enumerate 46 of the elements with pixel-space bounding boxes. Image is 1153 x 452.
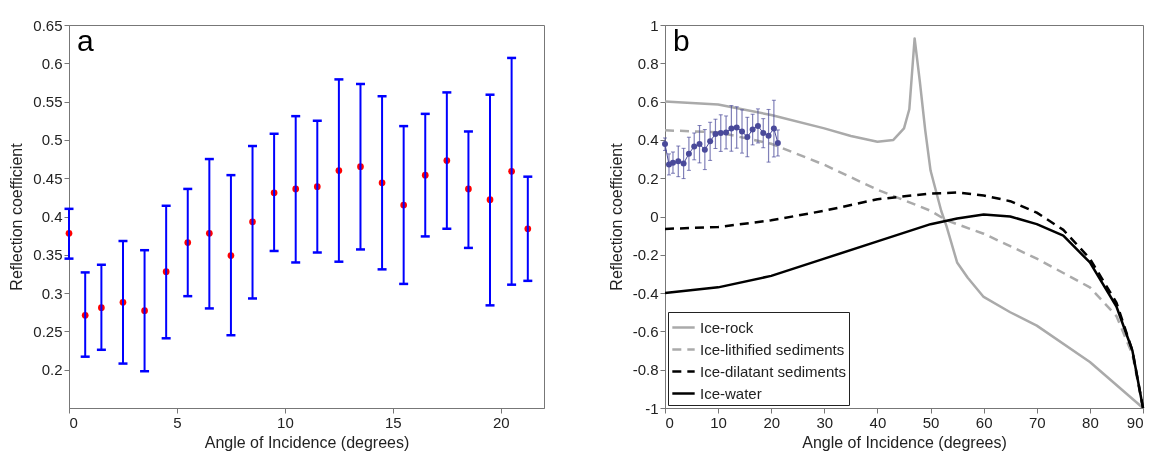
x-tick-label: 80 (1082, 413, 1099, 431)
y-tick-label: 0.6 (41, 54, 63, 72)
y-axis-title: Reflection coefficient (8, 142, 26, 291)
x-tick-label: 30 (816, 413, 834, 431)
x-tick-label: 0 (69, 413, 78, 431)
y-tick-label: 1 (650, 16, 659, 34)
x-tick-label: 15 (385, 413, 402, 431)
y-axis-title: Reflection coefficient (607, 142, 625, 291)
y-tick-label: -0.4 (632, 284, 659, 302)
y-tick-label: 0 (650, 208, 659, 225)
y-tick-label: 0.65 (33, 16, 63, 34)
y-tick-label: -0.6 (632, 322, 659, 340)
x-axis-title: Angle of Incidence (degrees) (802, 433, 1007, 451)
x-axis-title: Angle of Incidence (degrees) (204, 433, 410, 451)
x-tick-label: 90 (1126, 413, 1144, 431)
legend-label: Ice-lithified sediments (700, 340, 845, 358)
x-tick-label: 40 (869, 413, 887, 431)
y-tick-label: 0.35 (33, 246, 63, 264)
x-tick-label: 0 (665, 413, 674, 431)
y-tick-label: 0.3 (41, 284, 63, 302)
legend-label: Ice-dilatant sediments (700, 362, 846, 380)
x-tick-label: 70 (1028, 413, 1046, 431)
x-tick-label: 20 (492, 413, 510, 431)
x-tick-label: 10 (277, 413, 294, 431)
y-tick-label: -0.8 (632, 361, 659, 379)
y-tick-label: 0.4 (41, 208, 63, 225)
x-tick-label: 10 (710, 413, 727, 431)
x-tick-label: 20 (763, 413, 781, 431)
annotation: a (77, 24, 94, 57)
y-tick-label: -0.2 (632, 246, 659, 264)
annotation: b (673, 24, 690, 57)
y-tick-label: 0.5 (41, 131, 63, 149)
x-tick-label: 60 (975, 413, 993, 431)
y-tick-label: -1 (645, 399, 659, 417)
y-tick-label: 0.6 (637, 93, 659, 111)
y-tick-label: 0.2 (637, 169, 659, 187)
y-tick-label: 0.45 (33, 169, 63, 187)
legend-label: Ice-rock (700, 318, 754, 336)
y-tick-label: 0.8 (637, 54, 659, 72)
x-tick-label: 5 (173, 413, 182, 431)
legend-label: Ice-water (700, 384, 762, 402)
y-tick-label: 0.2 (41, 361, 63, 379)
x-tick-label: 50 (922, 413, 940, 431)
y-tick-label: 0.4 (637, 131, 659, 149)
y-tick-label: 0.55 (33, 93, 63, 111)
y-tick-label: 0.25 (33, 322, 63, 340)
